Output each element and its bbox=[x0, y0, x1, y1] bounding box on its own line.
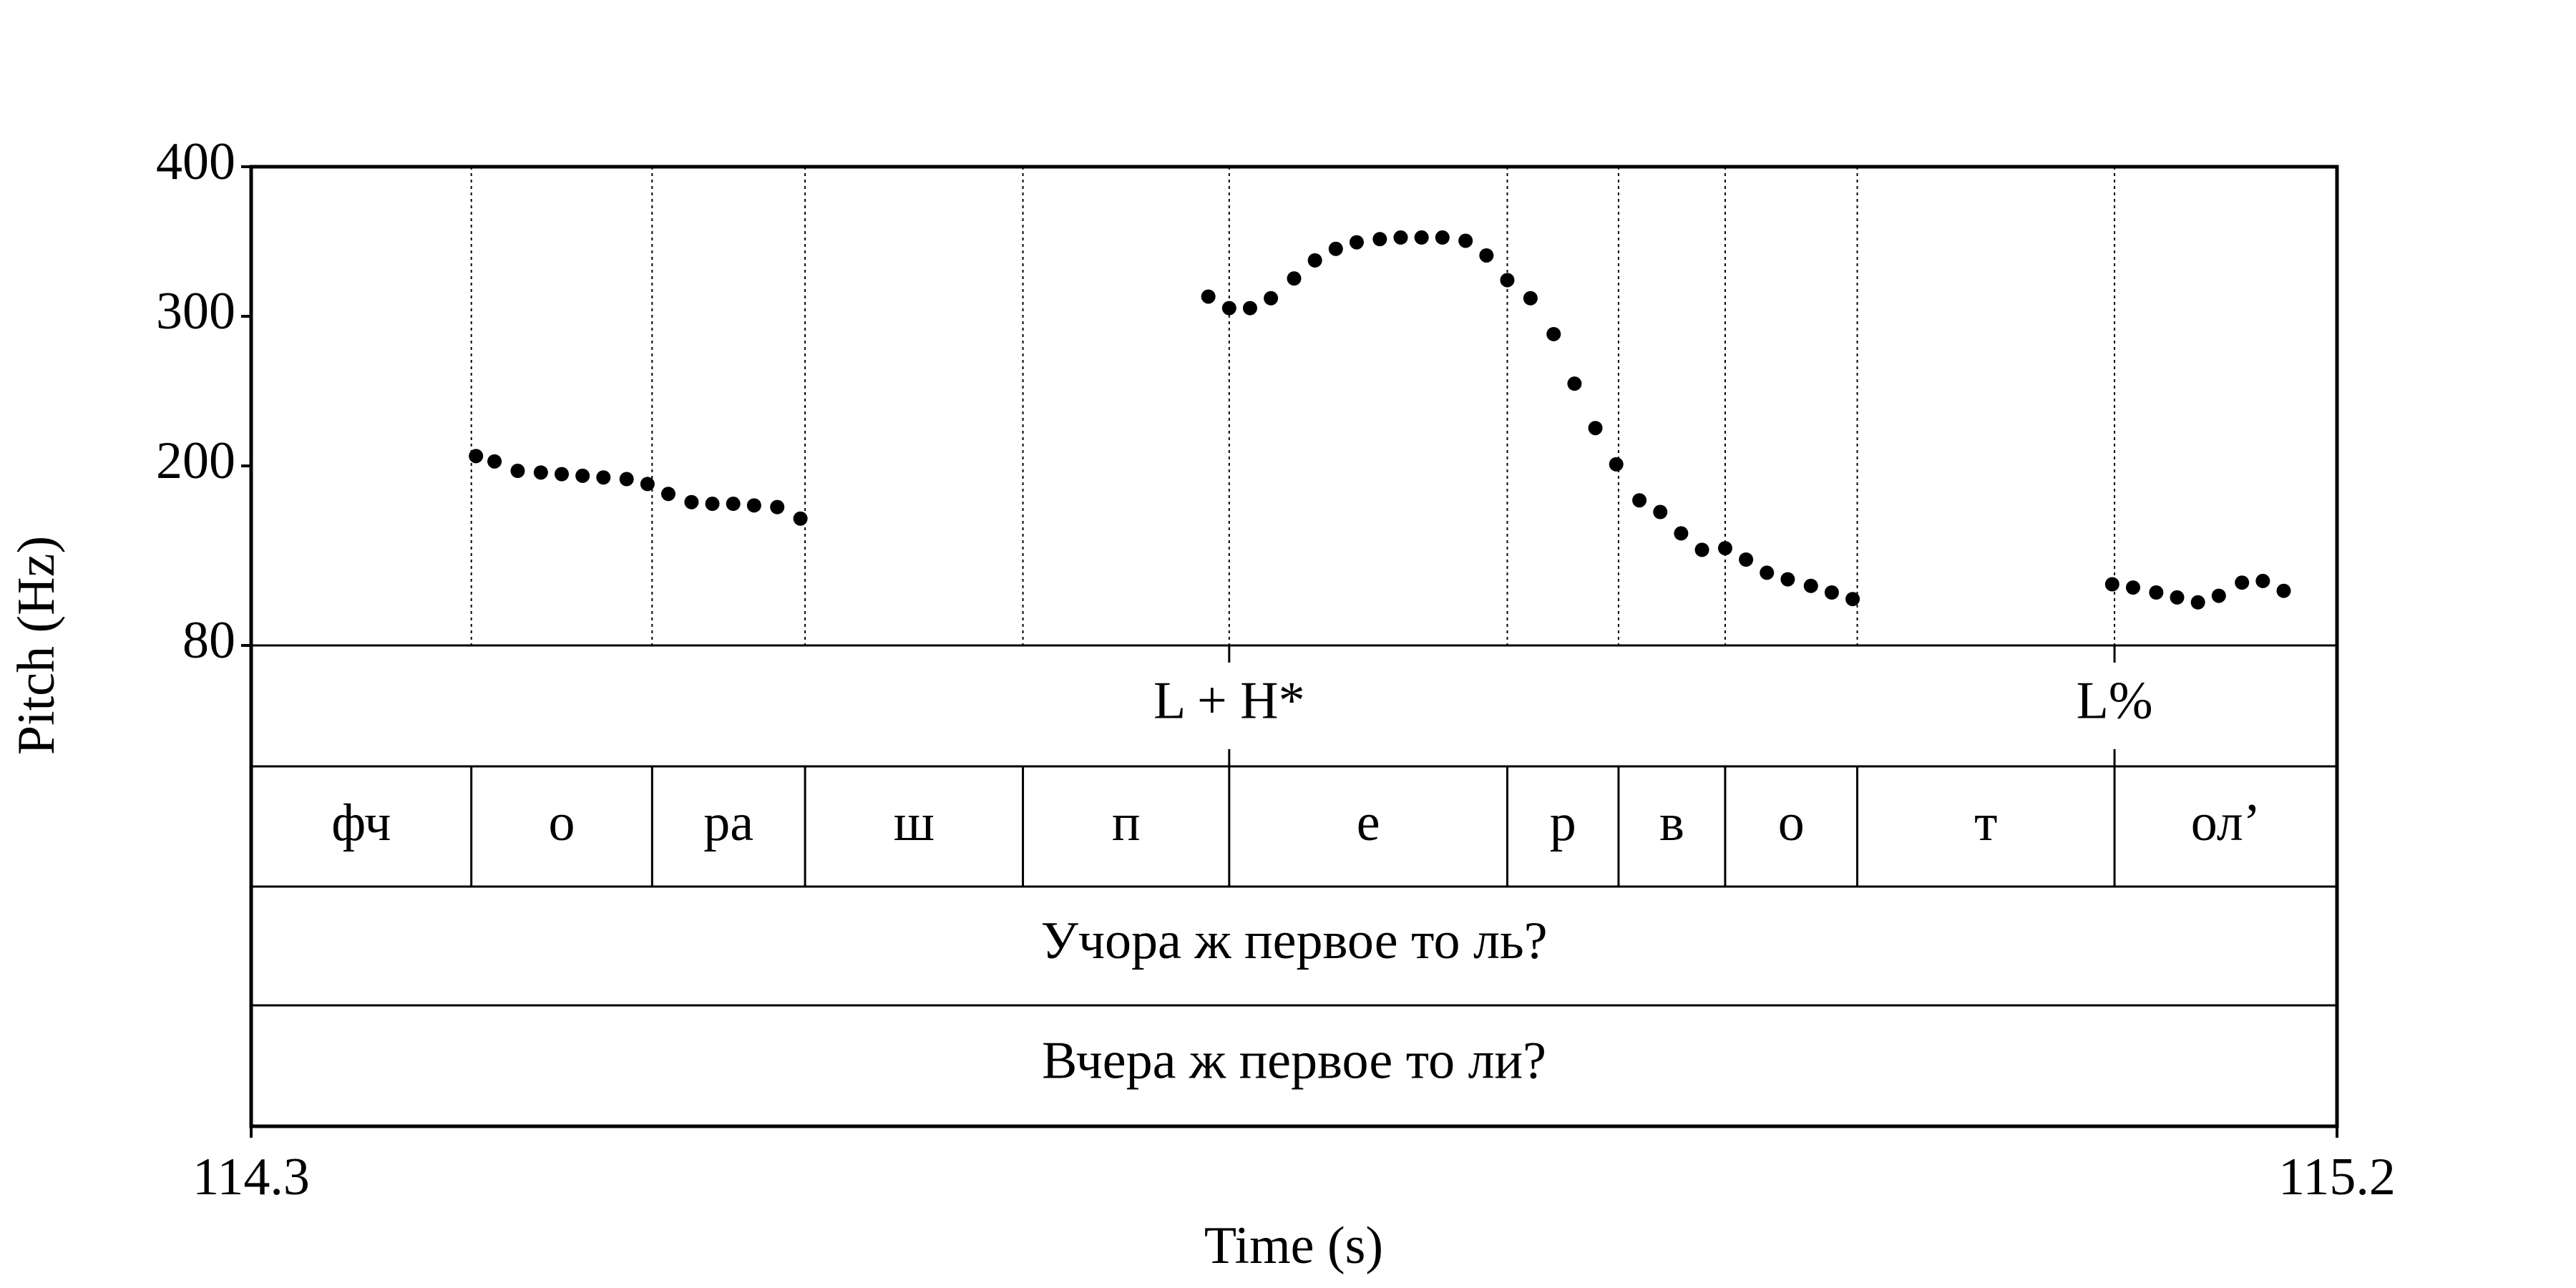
pitch-point bbox=[1328, 241, 1343, 256]
segment-label: в bbox=[1659, 794, 1684, 852]
segment-label: фч bbox=[331, 794, 391, 852]
pitch-point bbox=[2190, 595, 2205, 610]
pitch-point bbox=[1588, 421, 1603, 436]
segment-label: е bbox=[1357, 794, 1380, 852]
pitch-point bbox=[770, 499, 785, 514]
pitch-point bbox=[619, 472, 634, 487]
pitch-point bbox=[1546, 326, 1561, 341]
pitch-point bbox=[1845, 592, 1860, 607]
tone-label: L + H* bbox=[1153, 671, 1305, 730]
pitch-point bbox=[1393, 230, 1408, 245]
pitch-point bbox=[1307, 253, 1322, 268]
pitch-point bbox=[1242, 301, 1257, 316]
segment-label: ол’ bbox=[2191, 794, 2261, 852]
y-tick-label: 300 bbox=[156, 282, 235, 341]
pitch-point bbox=[1717, 541, 1732, 556]
utterance-label: Учора ж первое то ль? bbox=[1040, 912, 1547, 970]
pitch-point bbox=[533, 465, 548, 480]
segment-label: ра bbox=[703, 794, 753, 852]
pitch-point bbox=[726, 497, 741, 512]
pitch-point bbox=[1739, 552, 1754, 567]
x-axis-label: Time (s) bbox=[1204, 1216, 1383, 1275]
pitch-point bbox=[575, 468, 590, 483]
pitch-point bbox=[2255, 573, 2270, 588]
pitch-point bbox=[684, 494, 699, 509]
pitch-point bbox=[793, 511, 808, 526]
tone-label: L% bbox=[2077, 671, 2153, 730]
segment-label: р bbox=[1550, 794, 1576, 852]
pitch-point bbox=[1287, 271, 1302, 286]
y-axis-label: Pitch (Hz) bbox=[7, 536, 66, 755]
pitch-point bbox=[1567, 376, 1582, 391]
x-tick-label: 114.3 bbox=[192, 1148, 310, 1206]
segment-label: ш bbox=[894, 794, 935, 852]
pitch-point bbox=[2125, 580, 2140, 595]
pitch-point bbox=[510, 464, 525, 479]
pitch-point bbox=[1824, 585, 1839, 600]
pitch-point bbox=[1609, 457, 1624, 472]
pitch-point bbox=[1221, 301, 1236, 316]
segment-label: т bbox=[1974, 794, 1997, 852]
pitch-point bbox=[1264, 291, 1279, 306]
segment-label: о bbox=[549, 794, 575, 852]
pitch-point bbox=[1500, 273, 1515, 288]
pitch-point bbox=[1479, 248, 1494, 263]
pitch-point bbox=[1201, 289, 1216, 304]
pitch-point bbox=[1780, 572, 1795, 587]
pitch-point bbox=[2104, 577, 2119, 592]
pitch-point bbox=[469, 449, 484, 464]
pitch-point bbox=[640, 477, 655, 492]
pitch-point bbox=[1632, 493, 1647, 508]
pitch-point bbox=[661, 487, 675, 502]
pitch-point bbox=[705, 497, 720, 512]
segment-label: о bbox=[1778, 794, 1805, 852]
y-tick-label: 80 bbox=[182, 611, 235, 670]
pitch-point bbox=[596, 470, 611, 485]
pitch-point bbox=[1653, 504, 1668, 519]
pitch-point bbox=[1803, 578, 1818, 593]
y-tick-label: 400 bbox=[156, 132, 235, 191]
pitch-point bbox=[1458, 233, 1473, 248]
pitch-point bbox=[555, 467, 570, 482]
pitch-point bbox=[2235, 575, 2250, 590]
y-tick-label: 200 bbox=[156, 431, 235, 490]
pitch-point bbox=[2276, 583, 2291, 598]
pitch-point bbox=[1694, 542, 1709, 557]
pitch-point bbox=[1674, 526, 1689, 541]
pitch-point bbox=[1523, 291, 1538, 306]
pitch-point bbox=[1372, 232, 1387, 247]
pitch-point bbox=[1414, 230, 1429, 245]
utterance-label: Вчера ж первое то ли? bbox=[1042, 1031, 1546, 1090]
x-tick-label: 115.2 bbox=[2278, 1148, 2396, 1206]
pitch-point bbox=[1760, 565, 1775, 580]
pitch-point bbox=[746, 498, 761, 513]
pitch-point bbox=[2211, 588, 2226, 603]
pitch-point bbox=[2149, 585, 2164, 600]
pitch-point bbox=[2170, 590, 2185, 605]
pitch-point bbox=[487, 454, 502, 469]
pitch-point bbox=[1349, 235, 1364, 250]
segment-label: п bbox=[1112, 794, 1141, 852]
pitch-point bbox=[1435, 230, 1450, 245]
